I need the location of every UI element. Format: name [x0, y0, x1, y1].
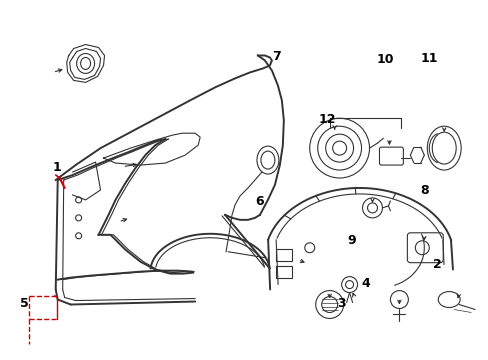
Text: 5: 5: [20, 297, 29, 310]
Text: 3: 3: [337, 297, 346, 310]
Text: 1: 1: [53, 161, 61, 174]
Text: 10: 10: [376, 53, 394, 66]
Text: 4: 4: [361, 278, 370, 291]
Text: 12: 12: [318, 113, 335, 126]
Text: 11: 11: [420, 51, 437, 64]
Text: 8: 8: [420, 184, 428, 197]
Text: 6: 6: [254, 195, 263, 208]
Text: 7: 7: [271, 50, 280, 63]
Text: 9: 9: [346, 234, 355, 247]
Text: 2: 2: [432, 258, 440, 271]
